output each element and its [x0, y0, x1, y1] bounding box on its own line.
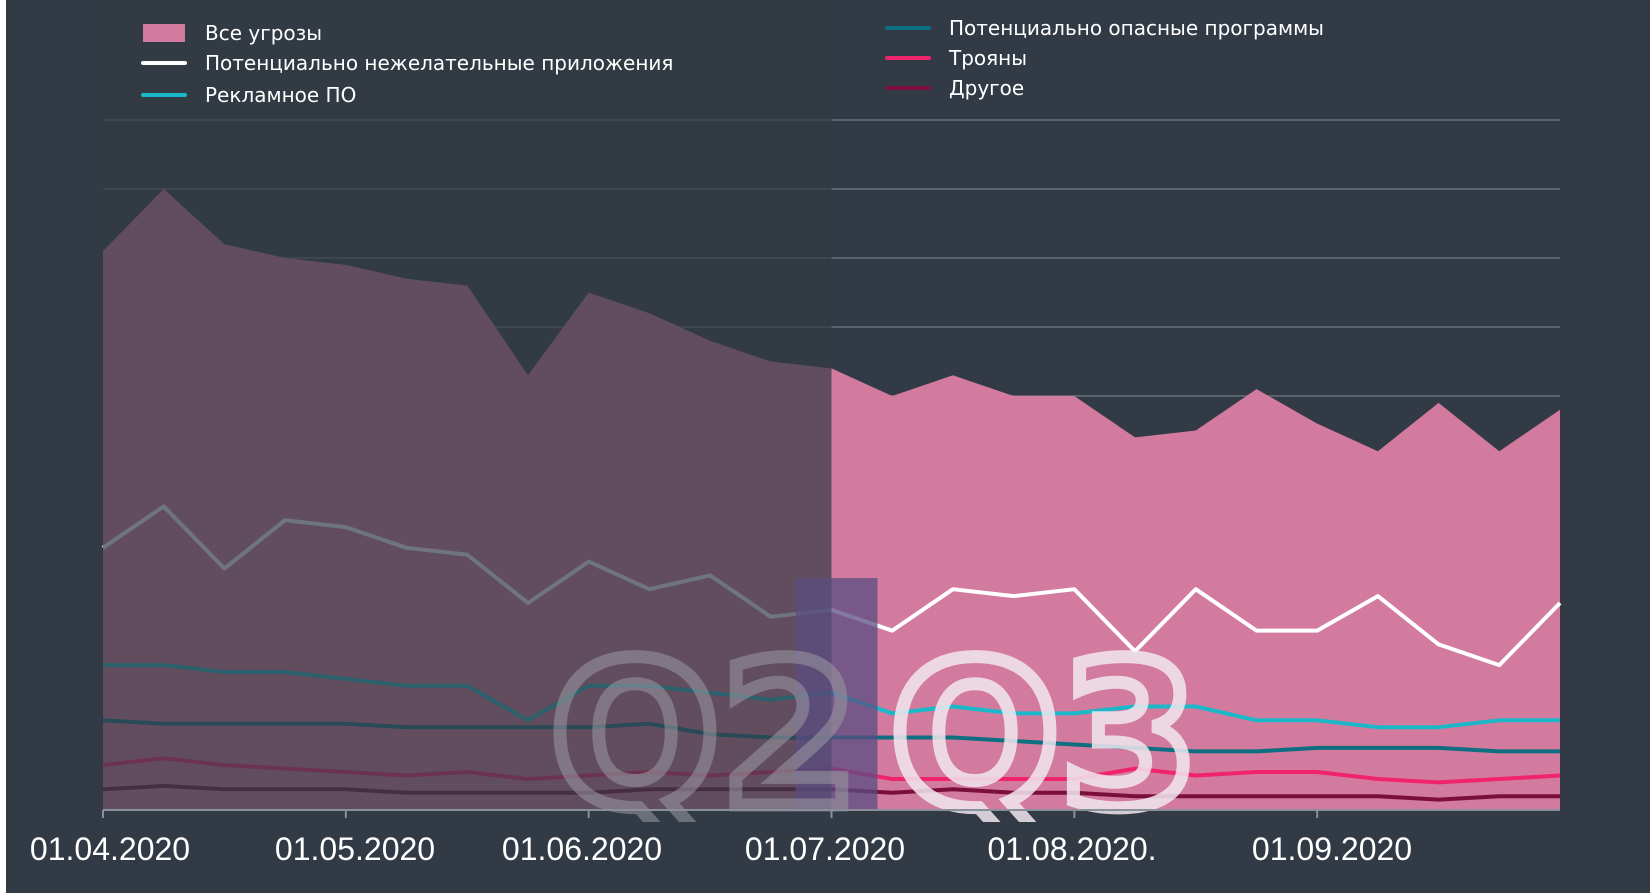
legend-label: Все угрозы: [205, 21, 322, 45]
q2-shade: [103, 0, 878, 810]
quarter-boundary-band: [795, 578, 878, 810]
x-tick-label: 01.05.2020: [275, 831, 435, 867]
x-axis: 01.04.2020 01.05.2020 01.06.2020 01.07.2020…: [6, 809, 1650, 893]
legend-label: Потенциально нежелательные приложения: [205, 51, 673, 75]
legend-label: Рекламное ПО: [205, 83, 356, 107]
x-tick-label: 01.08.2020.: [987, 831, 1156, 867]
quarter-labels: Q2 Q3: [544, 614, 1206, 860]
legend-label: Другое: [949, 76, 1024, 100]
legend-label: Трояны: [948, 46, 1027, 70]
legend: Все угрозы Потенциально нежелательные при…: [141, 16, 1324, 107]
x-tick-label: 01.07.2020: [745, 831, 905, 867]
legend-swatch-area: [143, 24, 185, 42]
quarter-label-q3: Q3: [890, 620, 1199, 853]
x-tick-label: 01.09.2020: [1252, 831, 1412, 867]
quarter-label-q2: Q2: [550, 620, 859, 853]
x-axis-band: [6, 822, 1650, 893]
x-tick-label: 01.04.2020: [30, 831, 190, 867]
x-tick-label: 01.06.2020: [502, 831, 662, 867]
q2-shaded-region: [103, 0, 832, 810]
legend-label: Потенциально опасные программы: [949, 16, 1324, 40]
